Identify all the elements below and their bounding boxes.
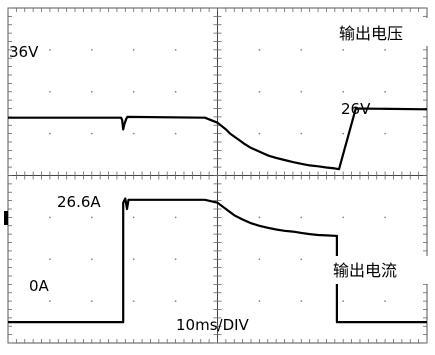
graticule-dot	[300, 132, 303, 135]
graticule-dot	[342, 132, 345, 135]
current-low-label: 0A	[29, 277, 50, 295]
graticule-dot	[258, 216, 261, 219]
graticule-dot	[49, 300, 51, 303]
graticule-dot	[342, 300, 345, 303]
graticule-dot	[90, 48, 93, 51]
graticule-dot	[300, 90, 303, 93]
graticule-dot	[342, 48, 345, 51]
graticule-dot	[342, 216, 345, 219]
graticule-dot	[90, 300, 93, 303]
graticule-dot	[132, 48, 135, 51]
graticule-dot	[384, 48, 386, 51]
graticule-dot	[258, 132, 261, 135]
graticule-dot	[132, 90, 135, 93]
graticule-dot	[384, 90, 386, 93]
graticule-dot	[258, 300, 261, 303]
graticule-dot	[300, 258, 303, 261]
graticule-dot	[90, 258, 93, 261]
graticule-dot	[384, 132, 386, 135]
graticule-dot	[174, 48, 177, 51]
graticule-dot	[132, 132, 135, 135]
graticule-dot	[174, 216, 177, 219]
graticule-dot	[49, 90, 51, 93]
graticule-dot	[49, 132, 51, 135]
channel-marker	[4, 211, 8, 225]
voltage-series-name: 输出电压	[339, 24, 403, 43]
graticule-dot	[258, 48, 261, 51]
graticule-dot	[384, 216, 386, 219]
graticule-dot	[342, 90, 345, 93]
graticule-ticks	[7, 7, 428, 344]
graticule-dot	[384, 300, 386, 303]
graticule-dot	[49, 258, 51, 261]
voltage-low-label: 26V	[341, 100, 371, 118]
graticule-dot	[258, 258, 261, 261]
graticule-dot	[90, 216, 93, 219]
graticule-dot	[174, 90, 177, 93]
graticule-dot	[174, 300, 177, 303]
voltage-high-label: 36V	[9, 43, 39, 61]
graticule-dot	[132, 300, 135, 303]
voltage-trace	[8, 107, 428, 171]
current-trace	[8, 197, 427, 324]
graticule-dot	[300, 216, 303, 219]
timebase-label: 10ms/DIV	[176, 316, 250, 334]
current-series-name: 输出电流	[333, 261, 397, 280]
graticule-dot	[300, 300, 303, 303]
graticule-dot	[132, 258, 135, 261]
current-high-label: 26.6A	[57, 193, 101, 211]
graticule-dot	[49, 48, 51, 51]
graticule-dot	[90, 90, 93, 93]
graticule-dot	[300, 48, 303, 51]
graticule-dot	[258, 90, 261, 93]
graticule-dot	[132, 216, 135, 219]
traces	[8, 107, 428, 324]
graticule-dot	[174, 258, 177, 261]
graticule-dot	[49, 216, 51, 219]
graticule-dot	[174, 132, 177, 135]
graticule-dot	[90, 132, 93, 135]
